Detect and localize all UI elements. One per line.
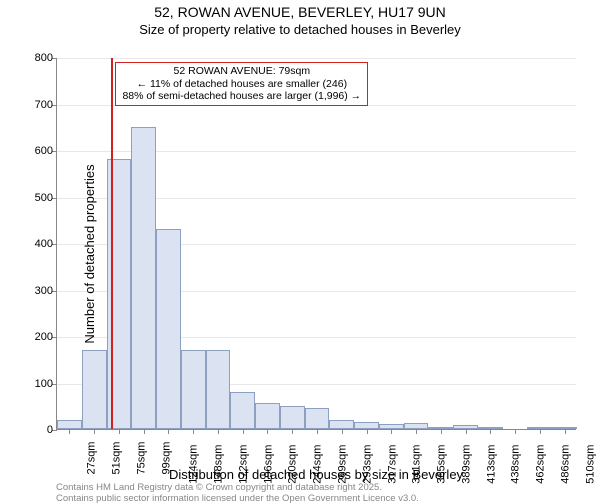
xtick-mark <box>391 429 392 434</box>
ytick-label: 500 <box>21 192 53 204</box>
xtick-mark <box>416 429 417 434</box>
histogram-bar <box>329 420 354 429</box>
ytick-label: 400 <box>21 238 53 250</box>
histogram-bar <box>57 420 82 429</box>
ytick-label: 100 <box>21 378 53 390</box>
ytick-label: 700 <box>21 99 53 111</box>
ytick-label: 0 <box>21 424 53 436</box>
histogram-bar <box>156 229 181 429</box>
footer-line1: Contains HM Land Registry data © Crown c… <box>56 483 419 493</box>
xtick-mark <box>367 429 368 434</box>
title-line1: 52, ROWAN AVENUE, BEVERLEY, HU17 9UN <box>0 4 600 22</box>
histogram-bar <box>255 403 280 429</box>
histogram-bar <box>181 350 206 429</box>
histogram-bar <box>206 350 231 429</box>
title-line2: Size of property relative to detached ho… <box>0 22 600 38</box>
footer-line2: Contains public sector information licen… <box>56 494 419 504</box>
xtick-mark <box>144 429 145 434</box>
xtick-mark <box>218 429 219 434</box>
y-axis-label: Number of detached properties <box>82 164 97 343</box>
xtick-mark <box>168 429 169 434</box>
gridline <box>57 58 576 59</box>
histogram-bar <box>107 159 132 429</box>
histogram-bar <box>354 422 379 429</box>
chart-title: 52, ROWAN AVENUE, BEVERLEY, HU17 9UN Siz… <box>0 4 600 38</box>
xtick-mark <box>119 429 120 434</box>
xtick-mark <box>94 429 95 434</box>
annotation-line: 52 ROWAN AVENUE: 79sqm <box>122 65 361 78</box>
xtick-mark <box>565 429 566 434</box>
ytick-label: 200 <box>21 331 53 343</box>
attribution-footer: Contains HM Land Registry data © Crown c… <box>56 483 419 504</box>
histogram-bar <box>280 406 305 429</box>
xtick-mark <box>317 429 318 434</box>
ytick-label: 800 <box>21 52 53 64</box>
ytick-label: 300 <box>21 285 53 297</box>
histogram-bar <box>230 392 255 429</box>
histogram-bar <box>305 408 330 429</box>
annotation-line: ← 11% of detached houses are smaller (24… <box>122 78 361 91</box>
xtick-mark <box>441 429 442 434</box>
xtick-mark <box>490 429 491 434</box>
xtick-mark <box>267 429 268 434</box>
xtick-mark <box>342 429 343 434</box>
chart-plot-area: 010020030040050060070080027sqm51sqm75sqm… <box>56 58 576 430</box>
reference-line <box>111 58 113 429</box>
annotation-box: 52 ROWAN AVENUE: 79sqm← 11% of detached … <box>115 62 368 106</box>
xtick-mark <box>243 429 244 434</box>
xtick-mark <box>69 429 70 434</box>
xtick-mark <box>515 429 516 434</box>
xtick-mark <box>292 429 293 434</box>
x-axis-label: Distribution of detached houses by size … <box>56 467 576 482</box>
xtick-mark <box>193 429 194 434</box>
ytick-label: 600 <box>21 145 53 157</box>
histogram-bar <box>82 350 107 429</box>
xtick-label: 510sqm <box>584 445 596 484</box>
xtick-mark <box>540 429 541 434</box>
histogram-bar <box>131 127 156 429</box>
annotation-line: 88% of semi-detached houses are larger (… <box>122 90 361 103</box>
xtick-mark <box>466 429 467 434</box>
